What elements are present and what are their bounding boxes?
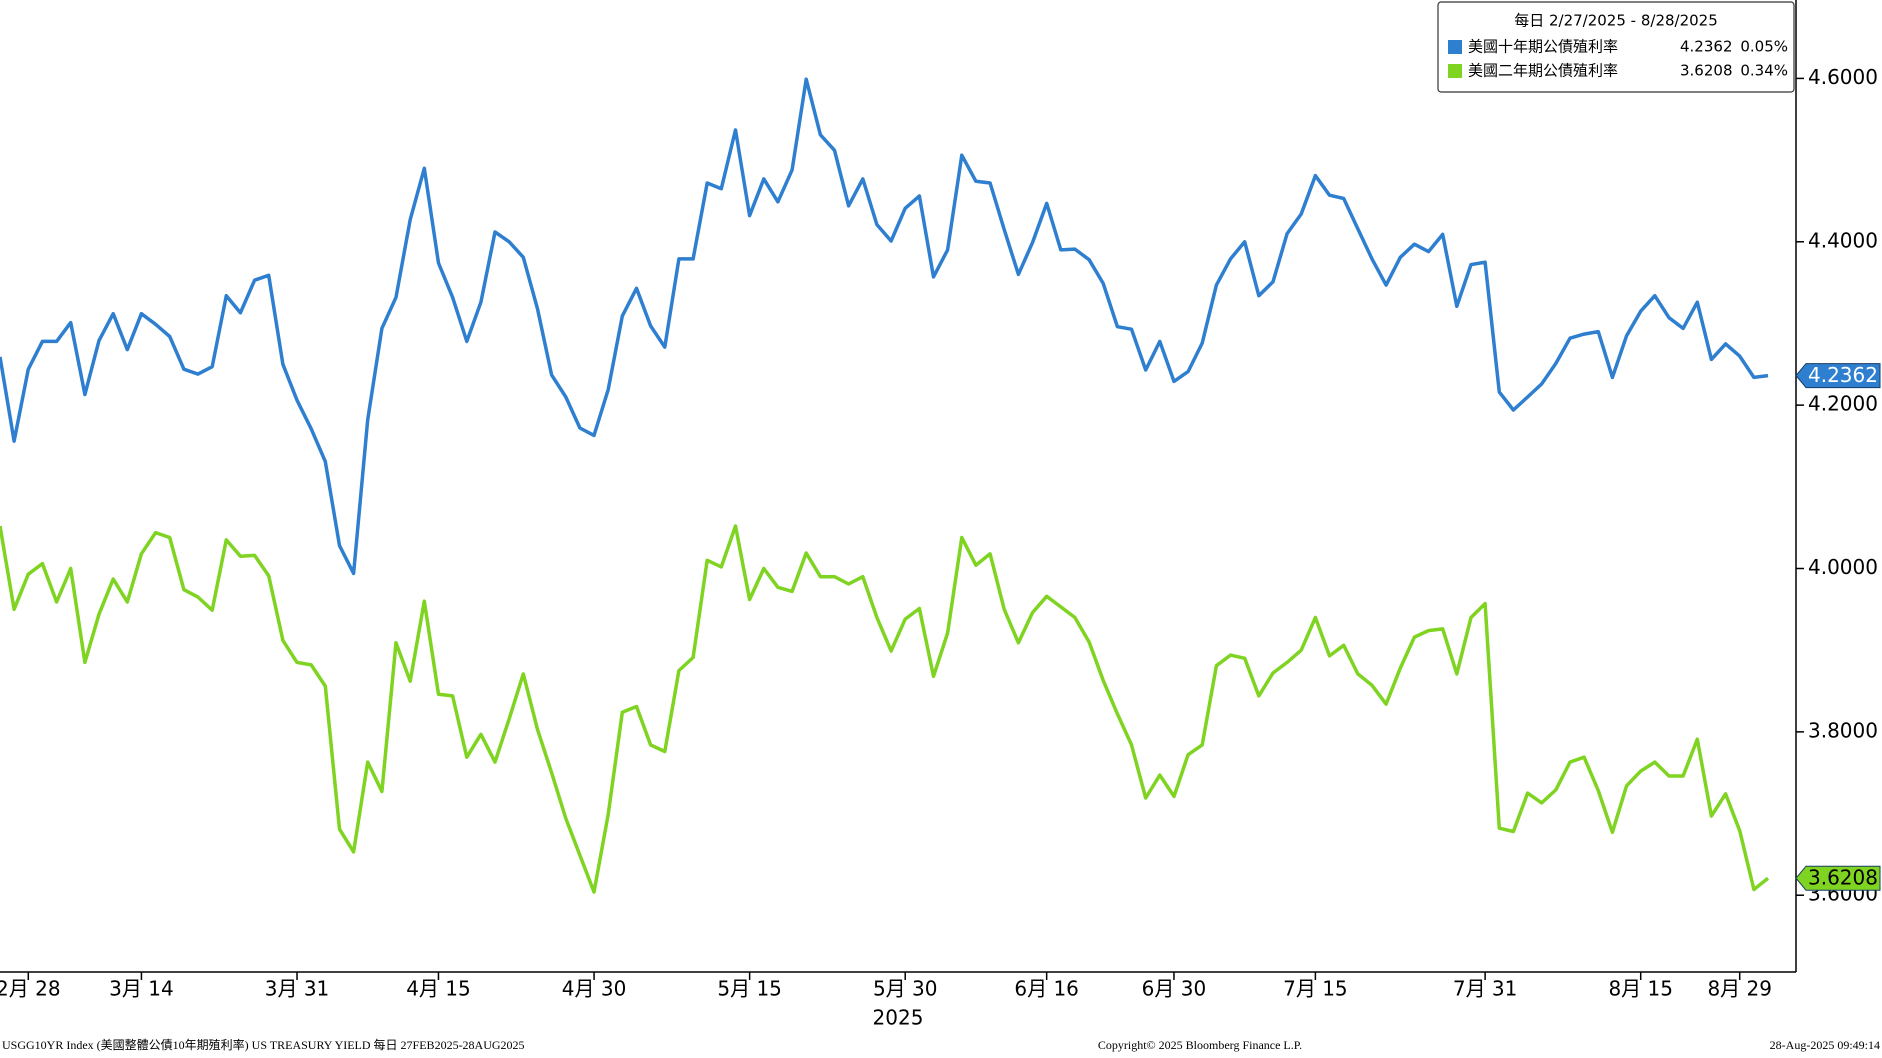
x-tick-label: 7月 15 — [1283, 977, 1348, 1001]
legend-change: 0.34% — [1740, 62, 1788, 80]
last-value-tag — [1795, 363, 1881, 389]
series-line — [0, 524, 1770, 894]
last-value-tag — [1795, 865, 1881, 891]
y-tick-label: 4.0000 — [1808, 555, 1878, 579]
x-tick-label: 7月 31 — [1453, 977, 1518, 1001]
legend-change: 0.05% — [1740, 38, 1788, 56]
footer-center: Copyright© 2025 Bloomberg Finance L.P. — [1098, 1038, 1302, 1052]
footer-left: USGG10YR Index (美國整體公債10年期殖利率) US TREASU… — [2, 1037, 525, 1052]
legend-last-value: 4.2362 — [1680, 38, 1733, 56]
x-tick-label: 8月 15 — [1608, 977, 1673, 1001]
x-tick-label: 6月 16 — [1014, 977, 1079, 1001]
x-tick-label: 3月 14 — [109, 977, 174, 1001]
x-tick-label: 6月 30 — [1142, 977, 1207, 1001]
x-tick-label: 4月 15 — [406, 977, 471, 1001]
legend-last-value: 3.6208 — [1680, 62, 1733, 80]
x-tick-label: 4月 30 — [562, 977, 627, 1001]
y-tick-label: 4.4000 — [1808, 228, 1878, 252]
legend-name: 美國十年期公債殖利率 — [1468, 38, 1618, 56]
series-line — [0, 77, 1769, 576]
x-tick-label: 2月 28 — [0, 977, 61, 1001]
x-group-label: 2025 — [873, 1006, 924, 1030]
legend-box — [1437, 1, 1795, 93]
legend-name: 美國二年期公債殖利率 — [1468, 62, 1618, 80]
y-tick-label: 3.8000 — [1808, 718, 1878, 742]
x-tick-label: 5月 30 — [873, 977, 938, 1001]
last-value-label: 4.2362 — [1808, 363, 1878, 387]
legend-swatch — [1448, 40, 1462, 54]
footer-right: 28-Aug-2025 09:49:14 — [1770, 1038, 1880, 1052]
x-tick-label: 5月 15 — [717, 977, 782, 1001]
y-tick-label: 4.2000 — [1808, 392, 1878, 416]
y-tick-label: 4.6000 — [1808, 65, 1878, 89]
legend-swatch — [1448, 64, 1462, 78]
x-tick-label: 8月 29 — [1707, 977, 1772, 1001]
last-value-label: 3.6208 — [1808, 866, 1878, 890]
x-tick-label: 3月 31 — [265, 977, 330, 1001]
legend-title: 每日 2/27/2025 - 8/28/2025 — [1514, 12, 1718, 30]
